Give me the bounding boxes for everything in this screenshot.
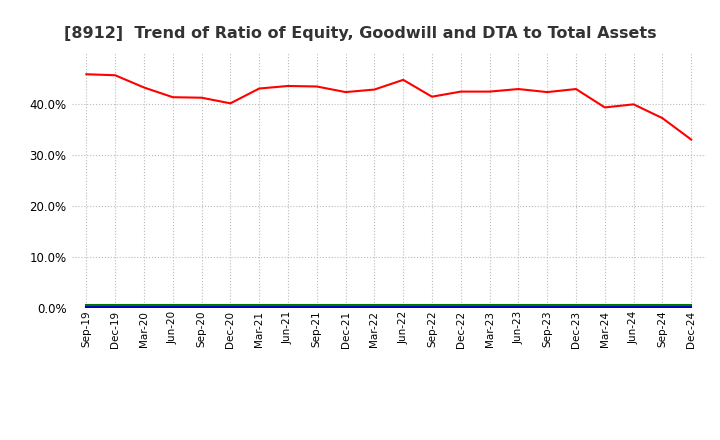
Deferred Tax Assets [111,302,120,308]
Deferred Tax Assets [140,302,148,308]
Equity [312,84,321,89]
Deferred Tax Assets [370,302,379,308]
Goodwill [226,305,235,310]
Deferred Tax Assets [399,302,408,308]
Deferred Tax Assets [485,302,494,308]
Equity [399,77,408,82]
Equity [82,72,91,77]
Goodwill [687,305,696,310]
Deferred Tax Assets [255,302,264,308]
Goodwill [341,305,350,310]
Deferred Tax Assets [226,302,235,308]
Equity [629,102,638,107]
Deferred Tax Assets [168,302,177,308]
Equity [370,87,379,92]
Goodwill [370,305,379,310]
Deferred Tax Assets [428,302,436,308]
Goodwill [600,305,609,310]
Equity [226,101,235,106]
Goodwill [312,305,321,310]
Equity [687,137,696,142]
Goodwill [140,305,148,310]
Deferred Tax Assets [629,302,638,308]
Goodwill [255,305,264,310]
Goodwill [658,305,667,310]
Deferred Tax Assets [284,302,292,308]
Equity [197,95,206,100]
Equity [428,94,436,99]
Line: Equity: Equity [86,74,691,139]
Goodwill [514,305,523,310]
Goodwill [629,305,638,310]
Goodwill [197,305,206,310]
Equity [140,85,148,90]
Goodwill [485,305,494,310]
Equity [514,86,523,92]
Goodwill [428,305,436,310]
Deferred Tax Assets [341,302,350,308]
Deferred Tax Assets [514,302,523,308]
Text: [8912]  Trend of Ratio of Equity, Goodwill and DTA to Total Assets: [8912] Trend of Ratio of Equity, Goodwil… [63,26,657,41]
Equity [255,86,264,91]
Deferred Tax Assets [82,302,91,308]
Equity [111,73,120,78]
Goodwill [572,305,580,310]
Deferred Tax Assets [456,302,465,308]
Goodwill [168,305,177,310]
Deferred Tax Assets [543,302,552,308]
Goodwill [399,305,408,310]
Equity [168,95,177,100]
Equity [658,115,667,121]
Deferred Tax Assets [687,302,696,308]
Deferred Tax Assets [658,302,667,308]
Equity [341,89,350,95]
Goodwill [111,305,120,310]
Equity [600,105,609,110]
Deferred Tax Assets [572,302,580,308]
Equity [572,86,580,92]
Goodwill [456,305,465,310]
Goodwill [82,305,91,310]
Goodwill [284,305,292,310]
Deferred Tax Assets [312,302,321,308]
Equity [543,89,552,95]
Equity [485,89,494,94]
Goodwill [543,305,552,310]
Equity [284,83,292,88]
Deferred Tax Assets [600,302,609,308]
Deferred Tax Assets [197,302,206,308]
Equity [456,89,465,94]
